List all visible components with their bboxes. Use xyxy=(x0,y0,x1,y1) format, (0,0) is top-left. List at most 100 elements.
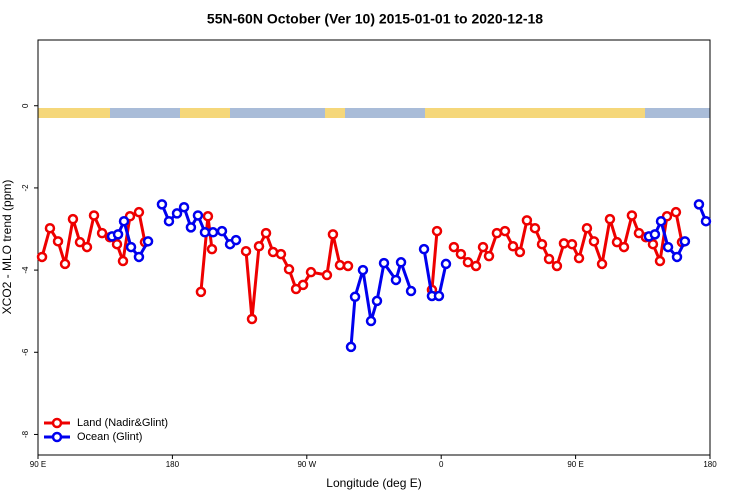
x-tick-label: 180 xyxy=(703,460,717,469)
point xyxy=(670,206,682,218)
point xyxy=(483,250,495,262)
point xyxy=(433,290,445,302)
point xyxy=(543,253,555,265)
point xyxy=(195,286,207,298)
point xyxy=(618,241,630,253)
point xyxy=(499,225,511,237)
point xyxy=(431,225,443,237)
point xyxy=(558,238,570,249)
map-ocean xyxy=(345,108,425,118)
point xyxy=(551,260,563,272)
x-tick-label: 90 E xyxy=(567,460,583,469)
point xyxy=(199,227,211,238)
point xyxy=(297,279,309,291)
point xyxy=(596,258,608,270)
legend-marker xyxy=(51,431,63,443)
x-tick-label: 90 W xyxy=(297,460,316,469)
point xyxy=(566,238,578,250)
point xyxy=(156,199,168,210)
point xyxy=(171,208,183,219)
point xyxy=(529,222,541,234)
point xyxy=(260,227,272,239)
legend-label: Ocean (Glint) xyxy=(77,431,142,443)
point xyxy=(67,213,79,225)
legend-marker xyxy=(51,417,63,429)
point xyxy=(455,248,467,260)
point xyxy=(693,199,705,210)
point xyxy=(207,227,219,238)
point xyxy=(206,243,218,255)
point xyxy=(327,229,339,240)
map-ocean xyxy=(110,108,180,118)
point xyxy=(470,260,482,272)
point xyxy=(654,255,666,267)
y-tick-label: -8 xyxy=(21,430,30,438)
point xyxy=(588,236,600,247)
x-tick-label: 0 xyxy=(439,460,444,469)
x-tick-label: 180 xyxy=(166,460,180,469)
point xyxy=(647,238,659,250)
y-axis-label: XCO2 - MLO trend (ppm) xyxy=(0,180,14,315)
point xyxy=(202,211,214,222)
x-tick-label: 90 E xyxy=(30,460,46,469)
point xyxy=(462,257,474,268)
point xyxy=(178,201,190,213)
point xyxy=(88,210,100,221)
y-tick-label: 0 xyxy=(21,103,30,108)
point xyxy=(246,313,258,325)
point xyxy=(357,264,369,276)
point xyxy=(611,236,623,248)
point xyxy=(662,241,674,253)
point xyxy=(440,258,452,270)
point xyxy=(342,260,354,272)
point xyxy=(626,210,638,221)
point xyxy=(240,245,252,257)
point xyxy=(118,215,130,227)
point xyxy=(142,236,154,247)
point xyxy=(581,222,593,234)
point xyxy=(671,251,683,263)
plot-frame xyxy=(37,39,711,456)
point xyxy=(44,222,56,234)
point xyxy=(655,215,667,227)
point xyxy=(514,246,526,258)
map-ocean xyxy=(645,108,710,118)
point xyxy=(477,241,489,253)
point xyxy=(163,215,175,227)
point xyxy=(395,257,407,268)
point xyxy=(521,215,533,226)
point xyxy=(649,229,661,240)
point xyxy=(418,243,430,255)
y-tick-label: -4 xyxy=(21,266,30,274)
y-tick-label: -2 xyxy=(21,184,30,192)
point xyxy=(275,248,287,260)
legend-label: Land (Nadir&Glint) xyxy=(77,417,168,429)
point xyxy=(405,285,417,297)
point xyxy=(117,255,129,267)
point xyxy=(52,236,64,247)
map-strip xyxy=(38,108,710,118)
point xyxy=(604,213,616,225)
point xyxy=(334,259,346,271)
point xyxy=(185,222,197,233)
point xyxy=(253,241,265,252)
point xyxy=(112,229,124,240)
point xyxy=(133,251,145,263)
point xyxy=(371,295,383,307)
point xyxy=(345,341,357,353)
point xyxy=(536,238,548,250)
point xyxy=(125,241,137,253)
point xyxy=(365,315,377,327)
point xyxy=(321,269,333,281)
point xyxy=(74,236,86,248)
point xyxy=(192,210,204,221)
point xyxy=(59,258,71,270)
point xyxy=(390,274,402,286)
point xyxy=(700,215,712,227)
point xyxy=(349,291,361,303)
point xyxy=(216,225,228,237)
point xyxy=(378,257,390,269)
point xyxy=(111,238,123,250)
point xyxy=(305,266,317,278)
